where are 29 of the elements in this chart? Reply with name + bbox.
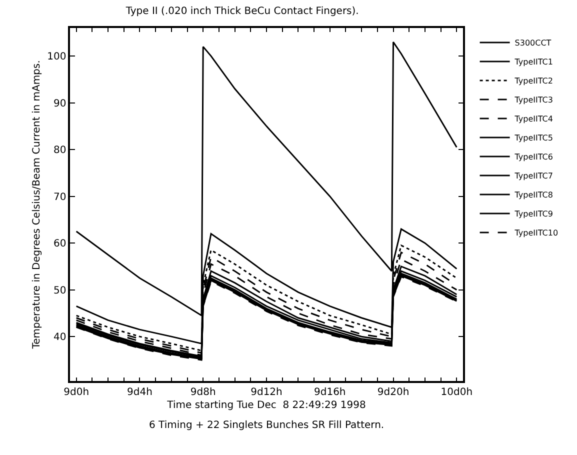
legend-label: TypeIITC1: [514, 58, 553, 67]
legend-label: TypeIITC4: [514, 114, 553, 124]
legend-label: TypeIITC8: [514, 190, 553, 200]
x-axis-title: Time starting Tue Dec 8 22:49:29 1998: [166, 400, 366, 411]
y-axis-title: Temperature in Degrees Celsius/Beam Current in mAmps.: [32, 60, 42, 350]
x-tick-label: 9d20h: [377, 386, 410, 398]
x-tick-label: 9d8h: [190, 386, 216, 398]
y-tick-label: 50: [54, 285, 66, 296]
legend-label: TypeIITC7: [514, 172, 553, 181]
y-tick-label: 40: [54, 332, 66, 344]
x-tick-label: 9d0h: [64, 386, 90, 398]
legend-label: TypeIITC5: [514, 134, 553, 143]
x-tick-label: 9d12h: [250, 386, 282, 398]
y-tick-label: 70: [54, 192, 66, 203]
legend-label: S300CCT: [514, 38, 552, 48]
x-tick-label: 10d0h: [440, 386, 473, 398]
x-tick-label: 9d4h: [127, 386, 152, 398]
text: 6 Timing + 22 Singlets Bunches SR Fill Pattern.: [149, 420, 384, 431]
y-tick-label: 100: [47, 52, 66, 63]
x-tick-label: 9d16h: [314, 386, 346, 398]
legend-label: TypeIITC9: [514, 210, 553, 219]
y-tick-label: 90: [54, 98, 66, 110]
legend-label: TypeIITC10: [514, 228, 558, 238]
y-tick-label: 60: [54, 238, 66, 250]
legend-label: TypeIITC2: [514, 76, 553, 86]
legend-label: TypeIITC6: [514, 152, 553, 162]
legend-label: TypeIITC3: [514, 96, 553, 105]
y-tick-label: 80: [54, 145, 66, 156]
chart-title: Type II (.020 inch Thick BeCu Contact Fingers).: [124, 6, 359, 17]
